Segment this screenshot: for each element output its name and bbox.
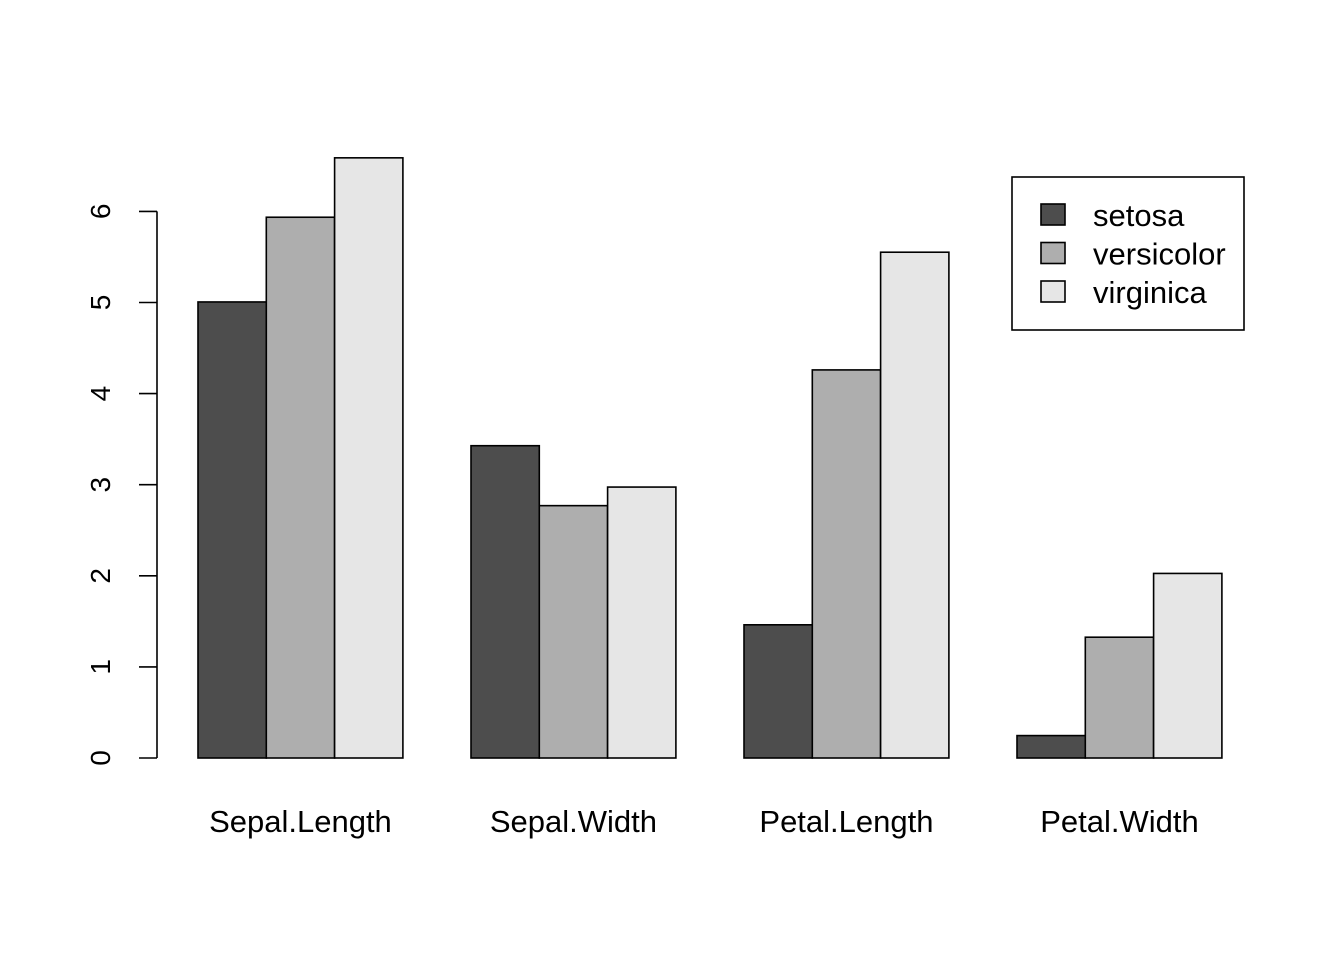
y-tick-label: 6: [85, 204, 116, 220]
bar-versicolor-petal-length: [811, 369, 882, 759]
bars: [197, 157, 1223, 759]
bar-virginica-petal-width: [1152, 572, 1223, 759]
x-category-label: Sepal.Length: [209, 804, 392, 839]
bar-setosa-petal-length: [743, 624, 814, 759]
bar-virginica-sepal-width: [606, 486, 677, 759]
y-tick-label: 0: [85, 750, 116, 766]
bar-setosa-petal-width: [1016, 734, 1087, 759]
x-category-label: Petal.Length: [759, 804, 933, 839]
x-category-label: Petal.Width: [1040, 804, 1199, 839]
bar-versicolor-petal-width: [1084, 636, 1155, 759]
y-tick-label: 1: [85, 659, 116, 675]
y-tick-label: 3: [85, 477, 116, 493]
bar-versicolor-sepal-length: [265, 216, 336, 759]
legend-label-setosa: setosa: [1093, 198, 1185, 233]
y-tick-label: 2: [85, 568, 116, 584]
x-category-label: Sepal.Width: [490, 804, 657, 839]
legend-label-virginica: virginica: [1093, 275, 1207, 310]
y-tick-label: 5: [85, 295, 116, 311]
x-axis-labels: Sepal.Length Sepal.Width Petal.Length Petal…: [209, 804, 1199, 839]
legend-label-versicolor: versicolor: [1093, 237, 1226, 272]
legend-swatch-versicolor: [1040, 241, 1066, 265]
bar-setosa-sepal-width: [470, 444, 541, 759]
legend-swatch-setosa: [1040, 203, 1066, 226]
bar-versicolor-sepal-width: [538, 504, 609, 759]
y-tick-label: 4: [85, 386, 116, 402]
bar-virginica-sepal-length: [333, 157, 404, 759]
y-axis: 0 1 2 3 4 5 6: [85, 204, 158, 766]
legend-swatch-virginica: [1040, 280, 1066, 303]
bar-setosa-sepal-length: [197, 301, 268, 759]
bar-virginica-petal-length: [879, 251, 950, 759]
